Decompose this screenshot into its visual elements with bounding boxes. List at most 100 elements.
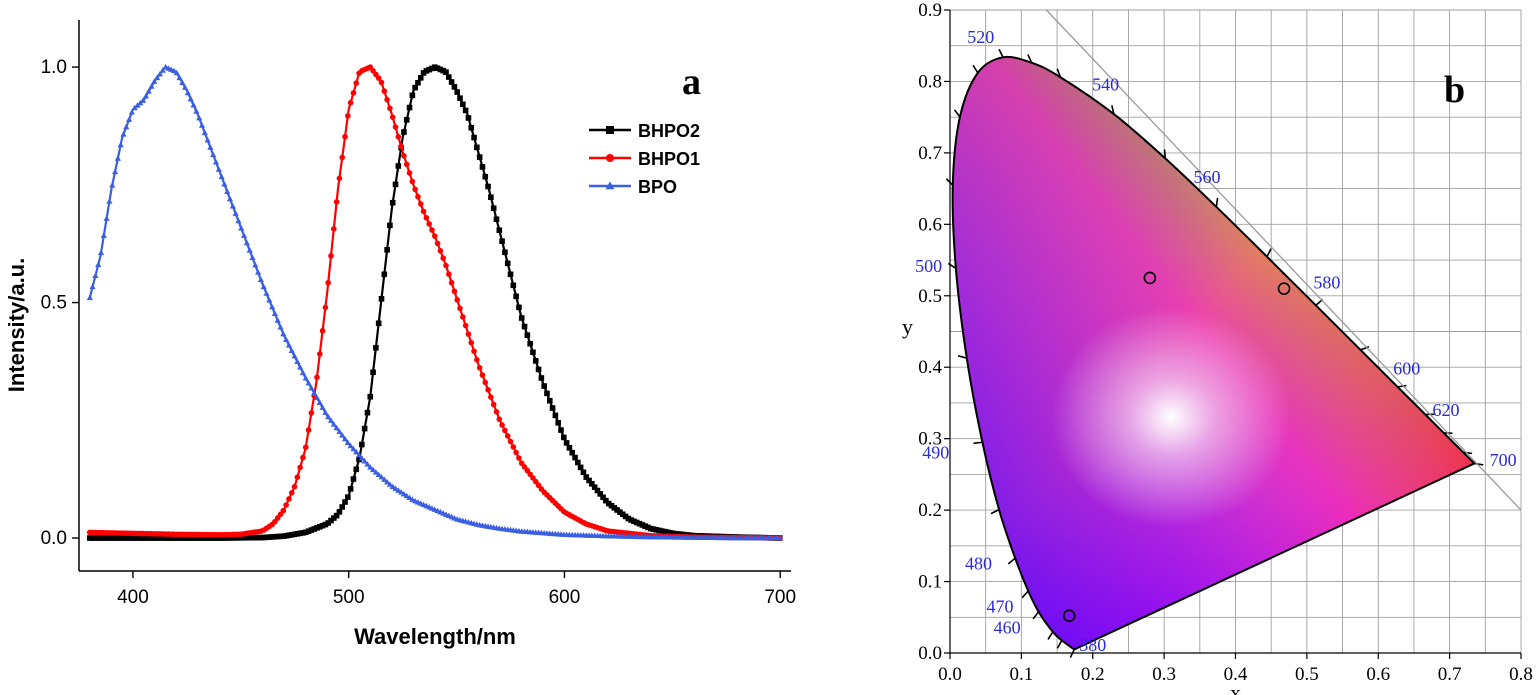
data-point: [367, 464, 374, 470]
data-point: [589, 481, 595, 487]
data-point: [510, 282, 517, 289]
data-point: [260, 283, 267, 290]
data-point: [633, 519, 640, 526]
data-point: [639, 522, 646, 528]
data-point: [513, 293, 519, 300]
data-point: [387, 222, 393, 229]
data-point: [336, 428, 343, 434]
data-point: [244, 534, 250, 541]
data-point: [280, 330, 287, 337]
data-point: [347, 486, 354, 492]
locus-tick: [1111, 105, 1115, 115]
data-point: [479, 372, 486, 378]
data-point: [518, 315, 525, 321]
data-point: [143, 535, 149, 541]
data-point: [322, 409, 329, 415]
data-point: [98, 535, 104, 541]
data-point: [173, 535, 180, 541]
data-point: [493, 216, 500, 223]
data-point: [471, 348, 477, 355]
data-point: [558, 427, 564, 433]
data-point: [563, 440, 570, 446]
data-point: [628, 517, 634, 523]
data-point: [297, 364, 304, 370]
locus-tick: [1032, 611, 1040, 620]
data-point: [184, 89, 192, 96]
wavelength-label: 470: [986, 596, 1013, 616]
data-point: [378, 473, 385, 480]
data-point: [210, 151, 217, 158]
data-point: [656, 527, 662, 534]
data-point: [381, 476, 388, 482]
data-point: [266, 297, 273, 303]
data-point: [333, 424, 340, 431]
data-point: [218, 535, 225, 541]
data-point: [367, 393, 374, 400]
data-point: [350, 476, 357, 482]
data-point: [516, 304, 522, 311]
locus-tick: [1047, 631, 1054, 640]
panel-b-x-tick-label: 0.3: [1152, 664, 1176, 685]
data-point: [499, 422, 505, 428]
panel-a-y-tick-label: 0.0: [41, 528, 67, 549]
data-point: [496, 227, 503, 234]
data-point: [210, 535, 217, 541]
data-point: [294, 358, 301, 365]
data-point: [653, 527, 660, 533]
data-point: [398, 143, 404, 150]
locus-tick: [1474, 462, 1484, 466]
data-point: [358, 454, 365, 461]
data-point: [100, 232, 107, 238]
data-point: [249, 534, 256, 541]
data-point: [322, 521, 329, 528]
data-point: [650, 526, 657, 533]
data-point: [386, 481, 393, 487]
data-point: [462, 322, 469, 329]
data-point: [305, 379, 312, 386]
data-point: [350, 90, 357, 96]
data-point: [288, 347, 295, 354]
data-point: [95, 535, 102, 541]
data-point: [333, 199, 340, 205]
panel-a-x-axis-title: Wavelength/nm: [354, 624, 516, 649]
data-point: [86, 294, 93, 301]
data-point: [423, 214, 430, 221]
data-point: [300, 454, 306, 461]
panel-b-x-tick-label: 0.1: [1010, 664, 1034, 685]
panel-a-spectra: 400 500 600 700 0.0 0.5 1.0 Wavelength/nm Inte…: [4, 20, 796, 649]
data-point: [476, 154, 483, 160]
panel-a-x-tick-label: 400: [117, 587, 149, 608]
data-point: [316, 523, 323, 530]
data-point: [538, 375, 545, 381]
data-point: [327, 417, 335, 423]
data-point: [364, 461, 371, 467]
data-point: [207, 144, 214, 150]
spectra-plot-area: [86, 63, 783, 541]
data-point: [395, 163, 402, 169]
data-point: [299, 369, 307, 376]
data-point: [471, 134, 477, 141]
locus-tick: [990, 508, 1000, 515]
data-point: [311, 389, 318, 396]
data-point: [165, 535, 172, 541]
data-point: [569, 449, 576, 456]
data-point: [216, 535, 222, 541]
legend-entry-BHPO2: BHPO2: [589, 121, 700, 141]
panel-b-y-tick-label: 0.6: [918, 214, 942, 235]
locus-tick: [1056, 68, 1062, 78]
data-point: [232, 210, 239, 216]
cie-coordinate-point: [1277, 282, 1291, 295]
data-point: [123, 535, 130, 541]
data-point: [591, 484, 598, 490]
data-point: [423, 68, 430, 74]
data-point: [431, 233, 438, 239]
data-point: [507, 271, 514, 278]
data-point: [667, 530, 674, 536]
panel-a-x-tick-label: 600: [549, 587, 581, 608]
data-point: [305, 427, 312, 433]
data-point: [319, 522, 326, 529]
data-point: [476, 364, 483, 371]
data-point: [302, 444, 309, 451]
data-point: [294, 474, 301, 480]
